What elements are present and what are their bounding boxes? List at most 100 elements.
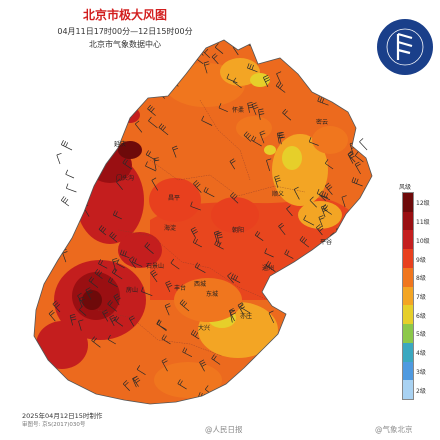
wind-barb bbox=[266, 158, 272, 172]
wind-barb bbox=[145, 161, 157, 172]
wind-barb bbox=[341, 195, 347, 208]
wind-barb bbox=[165, 280, 173, 293]
wind-barb bbox=[71, 103, 80, 114]
place-label-shunyi: 顺义 bbox=[272, 191, 284, 198]
wind-barb bbox=[192, 237, 202, 248]
wind-barb bbox=[88, 276, 99, 288]
wind-barb bbox=[291, 289, 302, 301]
place-label-dongcheng: 东城 bbox=[206, 290, 218, 298]
wind-barb bbox=[50, 46, 56, 58]
wind-barb bbox=[190, 226, 198, 238]
wind-barb bbox=[203, 186, 215, 198]
wind-barb bbox=[89, 102, 100, 115]
wind-barb bbox=[303, 215, 315, 226]
wind-barb bbox=[161, 358, 168, 372]
wind-barb bbox=[97, 52, 103, 64]
wind-barb bbox=[80, 75, 87, 89]
place-label-shijingshan: 石景山 bbox=[146, 262, 164, 270]
wind-barb bbox=[360, 41, 370, 51]
wind-barb bbox=[78, 96, 85, 111]
legend-label: 2级 bbox=[416, 387, 426, 395]
wind-barb bbox=[89, 40, 95, 46]
wind-barb bbox=[312, 302, 321, 316]
wind-barb bbox=[69, 313, 77, 326]
wind-barb bbox=[363, 197, 370, 210]
wind-barb bbox=[52, 300, 61, 313]
wind-barb bbox=[268, 310, 275, 324]
wind-barb bbox=[265, 40, 274, 51]
wind-barb bbox=[299, 307, 306, 320]
wind-barb bbox=[107, 334, 116, 345]
wind-barb bbox=[303, 298, 309, 312]
wind-barb bbox=[216, 231, 223, 245]
wind-barb bbox=[342, 89, 351, 100]
wind-barb bbox=[297, 40, 305, 51]
wind-barb bbox=[253, 369, 264, 380]
wind-barb bbox=[190, 329, 200, 340]
legend-swatch bbox=[403, 193, 413, 212]
wind-barb bbox=[345, 323, 353, 335]
wind-barb bbox=[276, 71, 282, 85]
wind-barb bbox=[156, 319, 167, 332]
wind-barb bbox=[362, 301, 368, 314]
map-approval-number: 审图号: 京S(2017)030号 bbox=[22, 422, 86, 428]
wind-barb bbox=[247, 101, 254, 113]
wind-barb bbox=[320, 204, 328, 218]
wind-barb bbox=[309, 196, 317, 208]
wind-barb bbox=[151, 177, 159, 191]
wind-barb bbox=[347, 151, 355, 164]
beijing-meteorological-service-logo-icon bbox=[377, 19, 433, 75]
wind-barb bbox=[251, 135, 262, 147]
legend-swatch bbox=[403, 324, 413, 343]
legend-label: 9级 bbox=[416, 256, 426, 264]
wind-barb bbox=[113, 315, 124, 327]
place-label-chaoyang: 朝阳 bbox=[232, 226, 244, 234]
legend-swatch bbox=[403, 211, 413, 231]
wind-barb bbox=[61, 50, 71, 63]
wind-barb bbox=[182, 347, 193, 358]
wind-barb bbox=[127, 80, 137, 90]
wind-barb bbox=[350, 40, 359, 49]
wind-barb bbox=[242, 373, 253, 384]
wind-barb bbox=[107, 299, 118, 312]
wind-barb bbox=[308, 137, 319, 146]
wind-barb bbox=[226, 73, 238, 84]
wind-barb bbox=[324, 159, 334, 170]
wind-barb bbox=[282, 108, 292, 121]
wind-barb bbox=[354, 259, 364, 270]
wind-barb bbox=[343, 43, 349, 58]
legend-label: 5级 bbox=[416, 331, 426, 339]
wind-level-legend: 12级 11级 10级 9级 8级 7级 6级 5级 4级 3级 2级 bbox=[402, 192, 430, 400]
wind-barb bbox=[356, 272, 368, 283]
wind-barb bbox=[58, 60, 68, 70]
wind-barb bbox=[352, 40, 364, 48]
wind-barb bbox=[59, 84, 69, 97]
wind-barb bbox=[91, 336, 101, 348]
wind-barb bbox=[359, 138, 368, 151]
wind-barb bbox=[316, 188, 329, 199]
wind-barb bbox=[132, 376, 138, 388]
wind-barb bbox=[86, 89, 96, 99]
wind-barb bbox=[116, 178, 123, 190]
wind-barb bbox=[161, 334, 171, 345]
wind-barb bbox=[190, 201, 201, 211]
wind-barb bbox=[356, 321, 362, 333]
wind-barb bbox=[88, 80, 94, 94]
wind-barb bbox=[329, 324, 340, 334]
wind-barb bbox=[102, 76, 113, 88]
wind-barb bbox=[290, 392, 300, 403]
wind-barb bbox=[48, 310, 56, 322]
wind-barb bbox=[145, 150, 157, 161]
wind-barb bbox=[42, 225, 48, 239]
wind-barb bbox=[47, 44, 55, 56]
legend-swatch bbox=[403, 249, 413, 268]
wind-barb bbox=[334, 95, 344, 106]
legend-swatch bbox=[403, 230, 413, 250]
wind-barb bbox=[336, 74, 343, 88]
watermark-beijing-weather: @气象北京 bbox=[375, 425, 413, 434]
wind-barb bbox=[340, 308, 349, 320]
wind-barb bbox=[65, 183, 77, 193]
wind-barb bbox=[344, 67, 352, 78]
place-label-tongzhou: 通州 bbox=[262, 264, 274, 272]
wind-barb bbox=[122, 158, 133, 170]
